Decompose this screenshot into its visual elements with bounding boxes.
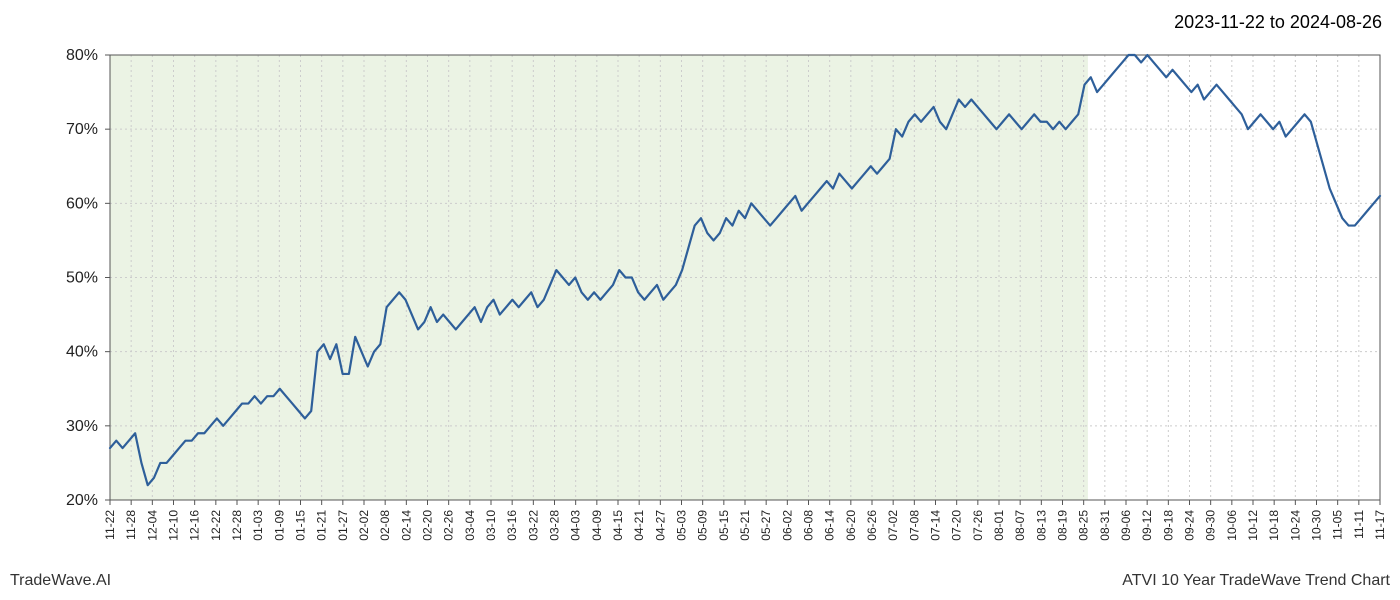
svg-text:04-21: 04-21 xyxy=(632,510,646,541)
brand-label: TradeWave.AI xyxy=(10,572,111,590)
svg-text:09-06: 09-06 xyxy=(1119,510,1133,541)
svg-text:08-13: 08-13 xyxy=(1034,510,1048,541)
svg-text:09-18: 09-18 xyxy=(1161,510,1175,541)
svg-text:03-22: 03-22 xyxy=(526,510,540,541)
svg-text:06-20: 06-20 xyxy=(844,510,858,541)
svg-text:12-22: 12-22 xyxy=(209,510,223,541)
svg-text:07-02: 07-02 xyxy=(886,510,900,541)
svg-text:06-02: 06-02 xyxy=(780,510,794,541)
chart-svg: 20%30%40%50%60%70%80%11-2211-2812-0412-1… xyxy=(110,55,1380,570)
svg-text:03-04: 03-04 xyxy=(463,510,477,541)
chart-title-label: ATVI 10 Year TradeWave Trend Chart xyxy=(1122,572,1390,590)
svg-text:01-03: 01-03 xyxy=(251,510,265,541)
svg-text:09-24: 09-24 xyxy=(1183,510,1197,541)
svg-text:80%: 80% xyxy=(66,47,98,64)
svg-text:10-18: 10-18 xyxy=(1267,510,1281,541)
svg-text:05-21: 05-21 xyxy=(738,510,752,541)
svg-text:10-30: 10-30 xyxy=(1310,510,1324,541)
svg-text:03-16: 03-16 xyxy=(505,510,519,541)
svg-text:02-02: 02-02 xyxy=(357,510,371,541)
svg-text:05-15: 05-15 xyxy=(717,510,731,541)
svg-text:08-19: 08-19 xyxy=(1056,510,1070,541)
svg-text:12-04: 12-04 xyxy=(145,510,159,541)
svg-text:05-03: 05-03 xyxy=(675,510,689,541)
svg-text:40%: 40% xyxy=(66,344,98,361)
svg-text:07-08: 07-08 xyxy=(907,510,921,541)
svg-text:07-20: 07-20 xyxy=(950,510,964,541)
svg-text:11-05: 11-05 xyxy=(1331,510,1345,540)
trend-chart: 20%30%40%50%60%70%80%11-2211-2812-0412-1… xyxy=(110,55,1380,500)
svg-text:01-27: 01-27 xyxy=(336,510,350,541)
svg-text:09-30: 09-30 xyxy=(1204,510,1218,541)
svg-text:10-06: 10-06 xyxy=(1225,510,1239,541)
svg-text:02-14: 02-14 xyxy=(399,510,413,541)
svg-text:07-14: 07-14 xyxy=(929,510,943,541)
svg-text:07-26: 07-26 xyxy=(971,510,985,541)
svg-text:04-15: 04-15 xyxy=(611,510,625,541)
svg-text:01-09: 01-09 xyxy=(272,510,286,541)
svg-text:60%: 60% xyxy=(66,195,98,212)
svg-text:06-14: 06-14 xyxy=(823,510,837,541)
svg-text:12-10: 12-10 xyxy=(167,510,181,541)
svg-text:02-26: 02-26 xyxy=(442,510,456,541)
svg-text:08-25: 08-25 xyxy=(1077,510,1091,541)
svg-text:01-15: 01-15 xyxy=(294,510,308,541)
svg-text:10-24: 10-24 xyxy=(1288,510,1302,541)
svg-text:70%: 70% xyxy=(66,121,98,138)
svg-text:01-21: 01-21 xyxy=(315,510,329,541)
svg-text:03-28: 03-28 xyxy=(548,510,562,541)
svg-text:04-09: 04-09 xyxy=(590,510,604,541)
date-range-label: 2023-11-22 to 2024-08-26 xyxy=(1174,12,1382,33)
svg-text:04-27: 04-27 xyxy=(653,510,667,541)
svg-text:12-28: 12-28 xyxy=(230,510,244,541)
svg-text:02-08: 02-08 xyxy=(378,510,392,541)
svg-text:06-08: 06-08 xyxy=(802,510,816,541)
svg-text:08-01: 08-01 xyxy=(992,510,1006,541)
svg-text:04-03: 04-03 xyxy=(569,510,583,541)
svg-text:11-22: 11-22 xyxy=(103,510,117,540)
svg-text:08-07: 08-07 xyxy=(1013,510,1027,541)
svg-text:05-27: 05-27 xyxy=(759,510,773,541)
svg-text:09-12: 09-12 xyxy=(1140,510,1154,541)
svg-text:20%: 20% xyxy=(66,492,98,509)
svg-text:30%: 30% xyxy=(66,418,98,435)
svg-text:50%: 50% xyxy=(66,270,98,287)
svg-text:08-31: 08-31 xyxy=(1098,510,1112,541)
svg-text:11-17: 11-17 xyxy=(1373,510,1387,540)
svg-text:03-10: 03-10 xyxy=(484,510,498,541)
svg-text:11-28: 11-28 xyxy=(124,510,138,540)
svg-text:12-16: 12-16 xyxy=(188,510,202,541)
svg-text:05-09: 05-09 xyxy=(696,510,710,541)
svg-text:06-26: 06-26 xyxy=(865,510,879,541)
svg-text:11-11: 11-11 xyxy=(1352,510,1366,539)
svg-text:02-20: 02-20 xyxy=(421,510,435,541)
svg-text:10-12: 10-12 xyxy=(1246,510,1260,541)
